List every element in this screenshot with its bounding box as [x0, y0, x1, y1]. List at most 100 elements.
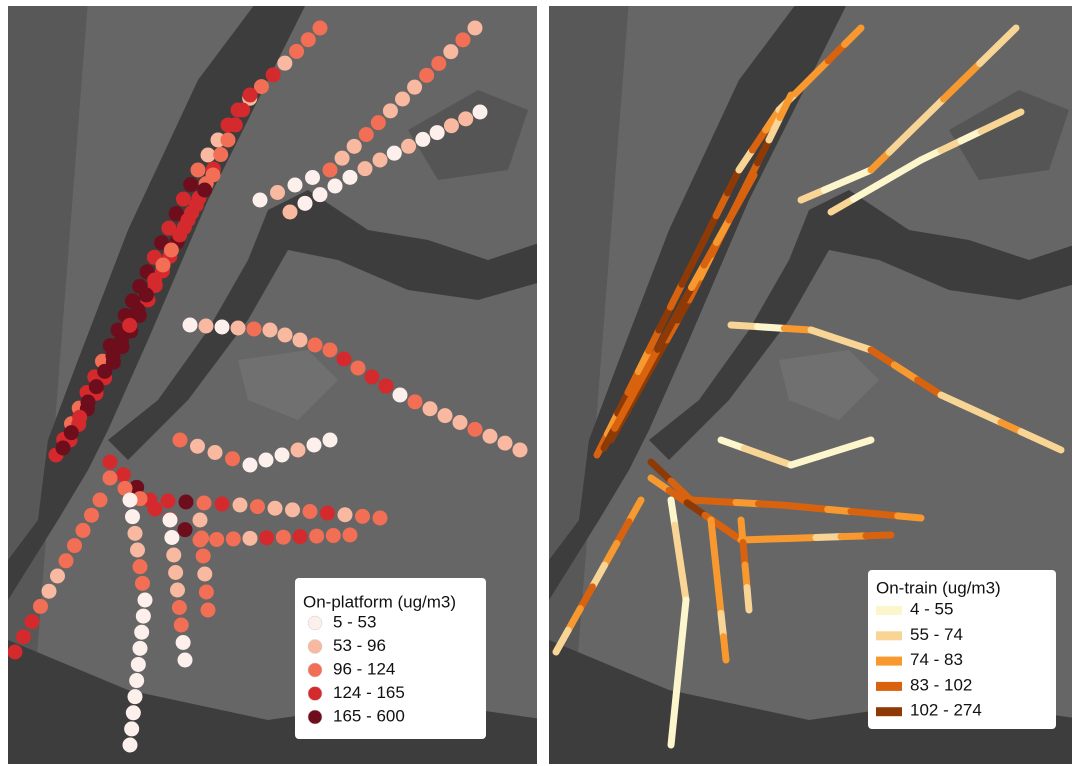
platform-station: [192, 512, 208, 528]
platform-station: [200, 147, 216, 163]
platform-station: [443, 44, 459, 60]
train-segment: [710, 497, 740, 506]
train-segment: [997, 419, 1025, 436]
platform-station: [370, 115, 386, 131]
platform-station: [443, 118, 459, 134]
platform-station: [195, 548, 211, 564]
train-segment: [634, 347, 653, 376]
train-segment: [614, 389, 632, 417]
platform-station: [33, 598, 48, 614]
train-segment: [921, 95, 947, 121]
platform-station: [431, 56, 447, 71]
legend-title: On-train (ug/m3): [876, 578, 1001, 597]
platform-station: [138, 287, 154, 303]
platform-station: [232, 497, 248, 513]
platform-station: [200, 602, 216, 618]
train-segment: [765, 114, 784, 144]
platform-station: [166, 547, 182, 563]
train-segment: [977, 118, 1005, 135]
train-segment: [667, 717, 677, 749]
train-segment: [762, 106, 783, 134]
legend-label: 83 - 102: [910, 675, 972, 694]
platform-map: [8, 6, 537, 764]
platform-station: [227, 117, 243, 133]
train-segment: [741, 561, 751, 591]
train-segment: [701, 212, 720, 243]
platform-station: [467, 421, 483, 437]
platform-station: [41, 583, 57, 599]
platform-station: [364, 369, 380, 385]
train-segment: [680, 596, 690, 628]
platform-station: [242, 530, 258, 546]
legend-label: 102 - 274: [910, 701, 982, 720]
platform-station: [168, 565, 184, 580]
platform-station: [130, 656, 146, 672]
train-segment: [824, 505, 855, 515]
platform-station: [175, 191, 191, 207]
platform-station: [242, 457, 258, 473]
platform-station: [302, 504, 318, 519]
train-segment: [867, 148, 893, 174]
train-segment: [797, 186, 828, 204]
platform-station: [55, 440, 71, 456]
platform-station: [102, 470, 118, 486]
platform-station: [177, 522, 193, 538]
train-segment: [754, 323, 788, 332]
train-segment: [564, 605, 584, 634]
platform-station: [209, 531, 225, 547]
platform-station: [225, 531, 241, 547]
platform-station: [336, 351, 352, 367]
train-segment: [647, 474, 673, 494]
legend-label: 53 - 96: [333, 636, 386, 655]
train-segment: [937, 391, 965, 408]
train-segment: [725, 194, 745, 224]
train-segment: [735, 146, 756, 174]
train-segment: [787, 453, 822, 469]
train-segment: [743, 584, 753, 614]
train-segment: [870, 510, 902, 520]
platform-station: [16, 629, 31, 645]
train-segment: [894, 512, 925, 522]
train-segment: [689, 235, 709, 265]
train-segment: [717, 609, 727, 641]
legend-swatch: [307, 662, 323, 678]
platform-station: [292, 332, 308, 348]
train-segment: [976, 42, 1002, 67]
platform-station: [129, 479, 145, 495]
platform-station: [67, 538, 82, 554]
platform-station: [452, 415, 468, 430]
platform-station: [122, 737, 138, 753]
train-segment: [820, 176, 852, 194]
train-segment: [576, 583, 596, 613]
train-segment: [712, 563, 722, 594]
platform-station: [285, 502, 300, 518]
train-segment: [601, 539, 621, 569]
platform-station: [130, 542, 145, 558]
platform-station: [164, 530, 180, 545]
train-segment: [707, 516, 717, 547]
train-segment: [713, 216, 733, 246]
platform-station: [372, 152, 388, 168]
train-segment: [1037, 437, 1065, 454]
train-segment: [666, 280, 686, 311]
platform-station: [170, 582, 185, 598]
legend-swatch: [876, 606, 902, 615]
train-segment: [613, 518, 633, 547]
train-segment: [667, 477, 695, 504]
platform-station: [346, 138, 362, 154]
legend-swatch: [307, 615, 323, 631]
train-segment: [812, 533, 845, 541]
platform-station: [190, 438, 205, 454]
platform-station: [242, 87, 258, 103]
legend-label: 74 - 83: [910, 650, 963, 669]
train-segment: [712, 189, 732, 220]
legend-box: [295, 578, 486, 739]
platform-station: [230, 320, 246, 336]
platform-station: [282, 204, 298, 220]
train-segment: [732, 499, 762, 508]
train-segment: [1017, 428, 1045, 445]
platform-station: [259, 530, 275, 546]
platform-station: [113, 333, 129, 349]
platform-station: [97, 363, 113, 379]
